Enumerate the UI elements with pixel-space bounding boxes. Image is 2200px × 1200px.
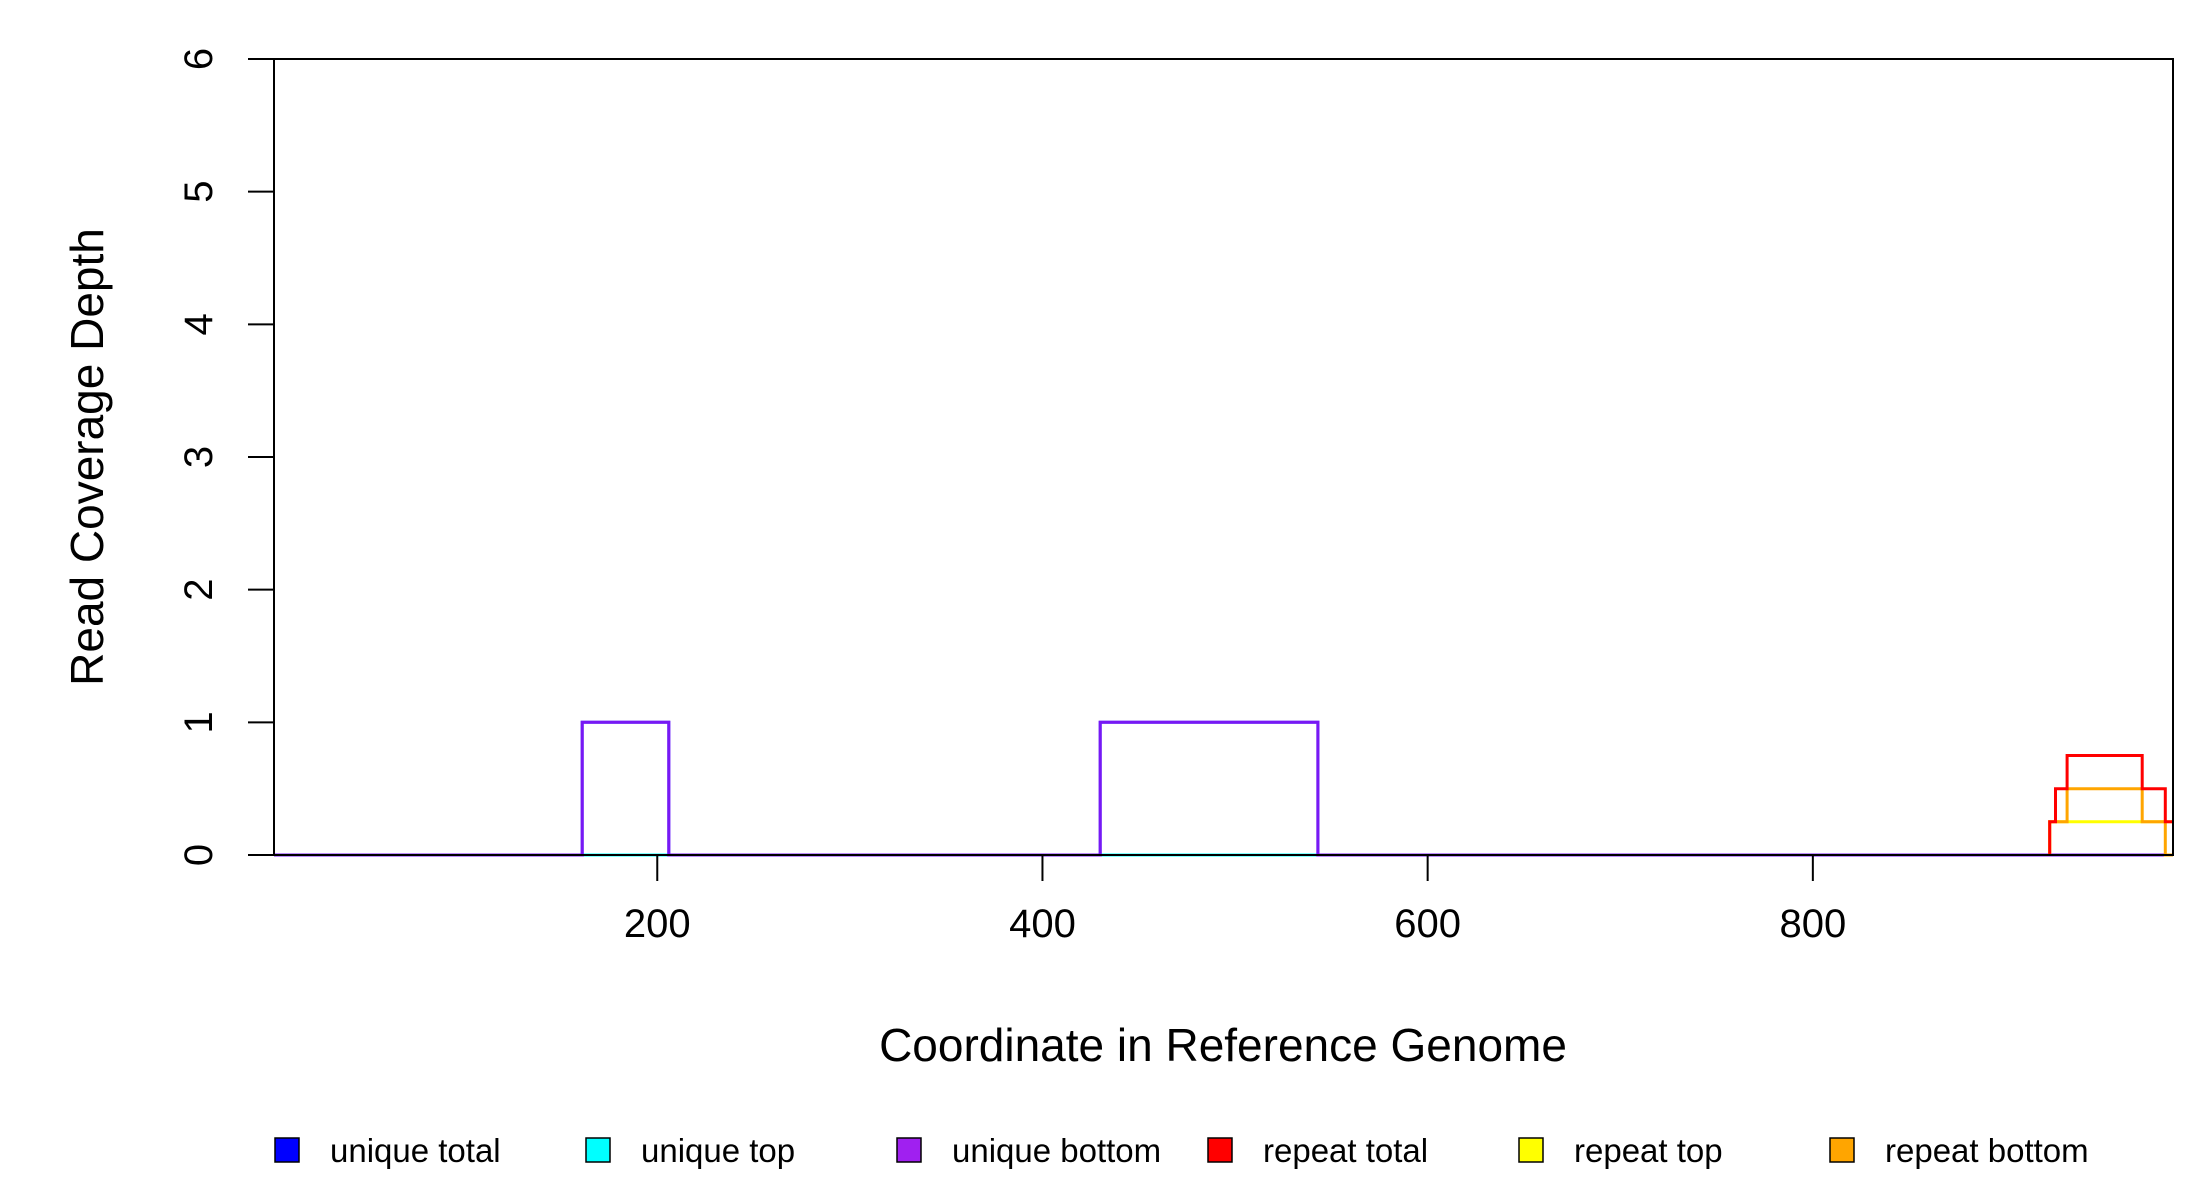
legend-key bbox=[1829, 1137, 1855, 1163]
x-tick-label: 400 bbox=[1009, 902, 1076, 946]
x-axis-title: Coordinate in Reference Genome bbox=[879, 1019, 1567, 1071]
x-tick-label: 600 bbox=[1394, 902, 1461, 946]
legend-label: repeat bottom bbox=[1885, 1132, 2089, 1169]
y-tick-label: 1 bbox=[177, 711, 221, 733]
y-tick-label: 2 bbox=[177, 579, 221, 601]
x-axis: 200 400 600 800 bbox=[624, 854, 1846, 946]
y-tick-label: 0 bbox=[177, 844, 221, 866]
legend-key bbox=[1518, 1137, 1544, 1163]
series-line-repeat-total bbox=[2048, 754, 2173, 855]
y-tick-label: 4 bbox=[177, 313, 221, 335]
y-tick-label: 3 bbox=[177, 446, 221, 468]
legend-label: repeat total bbox=[1263, 1132, 1428, 1169]
legend-label: repeat top bbox=[1574, 1132, 1723, 1169]
x-tick-label: 800 bbox=[1779, 902, 1846, 946]
legend-label: unique total bbox=[330, 1132, 501, 1169]
x-tick-label: 200 bbox=[624, 902, 691, 946]
legend: unique total unique top unique bottom repea… bbox=[274, 1132, 2089, 1169]
legend-key bbox=[274, 1137, 300, 1163]
legend-label: unique bottom bbox=[952, 1132, 1161, 1169]
y-tick-label: 6 bbox=[177, 48, 221, 70]
legend-key bbox=[1207, 1137, 1233, 1163]
y-axis-title: Read Coverage Depth bbox=[61, 228, 113, 686]
y-axis: 0 1 2 3 4 5 6 bbox=[177, 48, 275, 866]
legend-key bbox=[585, 1137, 611, 1163]
legend-key bbox=[896, 1137, 922, 1163]
legend-label: unique top bbox=[641, 1132, 795, 1169]
y-tick-label: 5 bbox=[177, 181, 221, 203]
